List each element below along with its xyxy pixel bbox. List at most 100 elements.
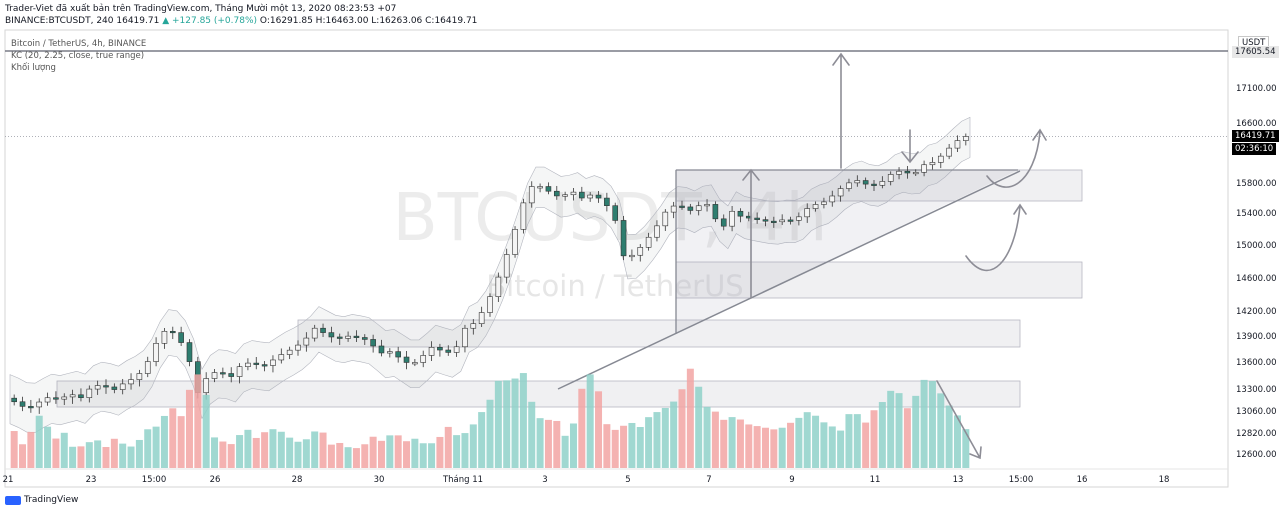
volume-bar bbox=[653, 412, 661, 468]
target-up-arrow[interactable] bbox=[832, 52, 850, 169]
candle bbox=[86, 388, 93, 398]
candle bbox=[904, 170, 911, 174]
candle bbox=[53, 397, 59, 400]
path-up-arrow-2[interactable] bbox=[965, 203, 1027, 271]
publish-info: Trader-Viet đã xuất bản trên TradingView… bbox=[5, 4, 397, 14]
candle bbox=[737, 210, 744, 217]
volume-bar bbox=[286, 437, 294, 468]
volume-bar bbox=[912, 395, 920, 468]
volume-bar bbox=[636, 427, 644, 468]
y-tick-label: 15000.00 bbox=[1236, 241, 1277, 251]
volume-bar bbox=[611, 429, 619, 468]
candle bbox=[245, 362, 251, 367]
y-tick-label: 15800.00 bbox=[1236, 179, 1277, 189]
price-change: ▲ +127.85 (+0.78%) bbox=[162, 16, 258, 26]
volume-bar bbox=[678, 389, 686, 468]
volume-bar bbox=[962, 429, 970, 468]
level-price-badge: 17605.54 bbox=[1232, 46, 1279, 58]
candle bbox=[579, 191, 585, 199]
ascending-trendline[interactable] bbox=[557, 170, 1021, 390]
volume-bar bbox=[185, 389, 193, 468]
candle bbox=[28, 406, 34, 409]
candle bbox=[36, 401, 43, 408]
candle bbox=[470, 323, 477, 329]
volume-bar bbox=[119, 443, 127, 468]
y-tick-label: 16600.00 bbox=[1236, 119, 1277, 129]
volume-bar bbox=[44, 426, 52, 468]
last-price-badge: 16419.71 bbox=[1232, 130, 1279, 142]
volume-bar bbox=[319, 432, 327, 468]
bar-countdown-badge: 02:36:10 bbox=[1232, 143, 1277, 155]
candle bbox=[78, 394, 84, 398]
candle bbox=[553, 190, 560, 197]
candle bbox=[445, 349, 452, 353]
volume-bar bbox=[820, 422, 828, 468]
volume-bar bbox=[761, 427, 769, 468]
volume-bar bbox=[169, 408, 177, 468]
candle bbox=[687, 206, 694, 211]
candle bbox=[136, 373, 143, 380]
candle bbox=[963, 136, 969, 141]
volume-bar bbox=[845, 414, 853, 468]
candle bbox=[69, 394, 76, 398]
volume-bar bbox=[937, 393, 945, 468]
x-tick-label: 3 bbox=[542, 475, 547, 485]
candle bbox=[879, 181, 886, 186]
candle bbox=[520, 202, 527, 230]
volume-bar bbox=[252, 437, 260, 468]
volume-bar bbox=[19, 444, 27, 468]
candle bbox=[645, 236, 652, 248]
volume-bar bbox=[127, 446, 135, 468]
tradingview-logo[interactable]: TradingView bbox=[5, 495, 78, 505]
candle bbox=[654, 225, 660, 238]
support-zone[interactable] bbox=[56, 380, 1021, 408]
volume-bar bbox=[728, 417, 736, 468]
volume-bar bbox=[553, 420, 561, 468]
candle bbox=[353, 335, 360, 338]
candle bbox=[186, 342, 193, 362]
candle bbox=[19, 401, 26, 407]
support-zone[interactable] bbox=[297, 319, 1021, 348]
volume-bar bbox=[403, 441, 411, 468]
volume-bar bbox=[736, 419, 744, 468]
candle bbox=[712, 204, 719, 220]
candle bbox=[570, 191, 577, 196]
volume-bar bbox=[887, 390, 895, 468]
candle bbox=[253, 362, 260, 365]
y-tick-label: 14200.00 bbox=[1236, 307, 1277, 317]
volume-bar bbox=[628, 422, 636, 468]
candle bbox=[403, 356, 410, 363]
candle bbox=[528, 186, 535, 204]
volume-bar bbox=[461, 433, 469, 468]
keltner-channel bbox=[9, 116, 971, 433]
candle bbox=[236, 366, 243, 377]
volume-bar bbox=[269, 429, 277, 468]
breakout-down-arrow[interactable] bbox=[901, 129, 919, 164]
volume-bar bbox=[202, 394, 210, 468]
volume-bar bbox=[236, 435, 244, 468]
volume-bar bbox=[135, 439, 143, 468]
volume-bar bbox=[853, 414, 861, 468]
volume-bar bbox=[261, 432, 269, 468]
volume-bar bbox=[503, 380, 511, 468]
volume-bar bbox=[194, 374, 202, 468]
y-tick-label: 12600.00 bbox=[1236, 450, 1277, 460]
candle bbox=[562, 194, 568, 197]
candle bbox=[854, 180, 861, 184]
candle bbox=[336, 336, 343, 339]
path-up-arrow-1[interactable] bbox=[986, 128, 1047, 188]
measure-up-arrow[interactable] bbox=[742, 168, 760, 299]
candle bbox=[704, 204, 710, 207]
volume-down-arrow[interactable] bbox=[936, 380, 982, 460]
candle bbox=[612, 205, 619, 221]
support-zone[interactable] bbox=[675, 261, 1083, 299]
candle bbox=[361, 337, 368, 340]
x-tick-label: 13 bbox=[953, 475, 964, 485]
volume-bar bbox=[903, 408, 911, 468]
volume-bar bbox=[828, 426, 836, 468]
volume-bar bbox=[661, 407, 669, 468]
volume-bar bbox=[52, 438, 60, 468]
volume-bar bbox=[695, 386, 703, 468]
candle bbox=[453, 346, 460, 353]
